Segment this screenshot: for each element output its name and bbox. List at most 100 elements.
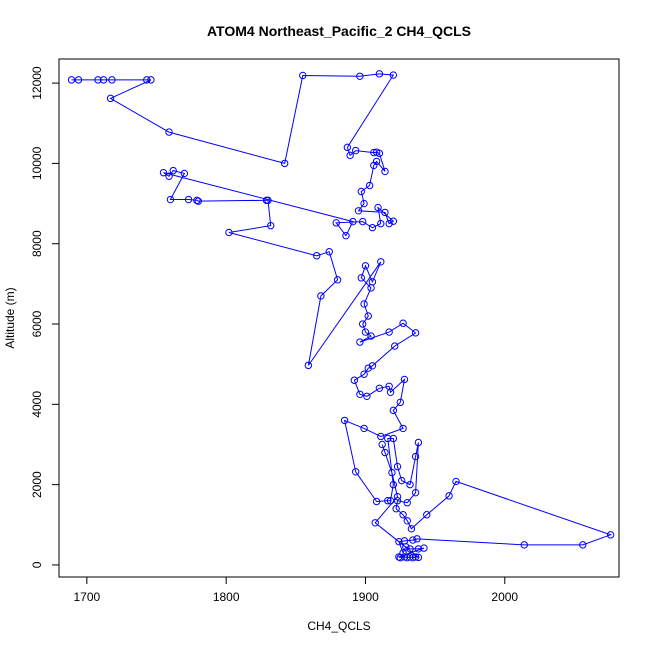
y-axis: 0 2000 4000 6000 8000 10000 12000 xyxy=(30,66,60,568)
data-point xyxy=(403,517,411,525)
data-point xyxy=(393,497,402,505)
data-point xyxy=(389,480,398,489)
data-point xyxy=(384,497,392,505)
data-point xyxy=(386,388,395,396)
data-point xyxy=(406,545,414,553)
data-point xyxy=(340,416,349,425)
data-point xyxy=(389,217,398,225)
data-point xyxy=(399,511,407,519)
data-point xyxy=(299,71,307,80)
data-point xyxy=(94,76,102,84)
data-point xyxy=(99,76,108,84)
data-point xyxy=(400,375,409,384)
data-point xyxy=(180,169,189,178)
data-point xyxy=(356,72,364,80)
data-point xyxy=(354,207,363,215)
data-point xyxy=(395,537,403,546)
series-line xyxy=(71,73,613,559)
y-tick-label: 8000 xyxy=(30,230,44,257)
data-point xyxy=(357,187,365,196)
data-point xyxy=(365,181,374,190)
data-point xyxy=(407,525,416,533)
data-point xyxy=(356,390,364,398)
data-point xyxy=(361,262,370,270)
y-axis-label: Altitude (m) xyxy=(3,287,17,348)
data-point xyxy=(381,448,389,457)
data-point xyxy=(368,223,377,232)
data-point xyxy=(333,276,342,284)
data-point xyxy=(352,146,360,155)
data-point xyxy=(280,159,289,168)
data-point xyxy=(147,76,155,84)
data-point xyxy=(414,438,423,447)
y-tick-label: 2000 xyxy=(30,471,44,498)
data-point xyxy=(304,361,313,370)
data-point xyxy=(169,166,177,175)
data-point xyxy=(363,392,371,401)
data-point xyxy=(374,203,382,212)
data-point xyxy=(423,511,431,519)
data-point xyxy=(386,497,395,505)
data-point xyxy=(395,553,403,561)
data-point xyxy=(313,252,321,260)
data-point xyxy=(396,398,404,407)
data-point xyxy=(325,248,333,256)
data-point xyxy=(370,148,378,157)
data-point xyxy=(352,468,360,476)
data-point xyxy=(606,531,615,539)
data-point xyxy=(166,195,175,204)
data-point xyxy=(194,197,203,205)
data-point xyxy=(389,71,398,79)
data-point xyxy=(375,149,384,158)
data-point xyxy=(165,172,173,180)
data-point xyxy=(225,228,233,237)
data-point xyxy=(193,196,201,205)
data-point xyxy=(445,492,453,500)
data-point xyxy=(377,432,385,441)
data-point xyxy=(403,499,411,507)
data-point xyxy=(108,76,116,84)
data-point xyxy=(406,480,414,489)
data-point xyxy=(378,440,386,449)
data-point xyxy=(414,545,423,553)
data-point xyxy=(420,544,428,552)
y-tick-label: 4000 xyxy=(30,391,44,418)
data-point xyxy=(396,554,404,562)
plot-frame xyxy=(58,58,620,578)
data-point xyxy=(413,535,421,543)
data-point xyxy=(332,219,340,227)
data-point xyxy=(106,94,115,103)
data-point xyxy=(381,208,389,217)
x-axis: 1700 1800 1900 2000 xyxy=(74,576,518,604)
data-point xyxy=(384,434,392,443)
data-point xyxy=(371,519,379,527)
data-point xyxy=(399,424,407,433)
x-tick-label: 2000 xyxy=(491,590,518,604)
data-point xyxy=(392,505,400,513)
data-point xyxy=(388,468,396,477)
data-point xyxy=(143,76,151,84)
data-point xyxy=(370,161,378,170)
data-point xyxy=(393,462,402,471)
data-point xyxy=(385,328,393,336)
data-point xyxy=(67,76,76,84)
data-point xyxy=(159,168,168,177)
data-point xyxy=(411,329,420,337)
data-point xyxy=(74,76,83,84)
data-point xyxy=(360,370,368,378)
data-point xyxy=(350,376,359,384)
data-point xyxy=(264,196,272,205)
data-point xyxy=(411,452,420,461)
data-point xyxy=(368,362,377,370)
x-tick-label: 1900 xyxy=(352,590,379,604)
y-tick-label: 12000 xyxy=(30,66,44,100)
x-tick-label: 1800 xyxy=(213,590,240,604)
data-point xyxy=(184,195,193,204)
data-point xyxy=(364,364,372,372)
data-point xyxy=(375,70,384,78)
data-point xyxy=(360,199,368,208)
data-point xyxy=(372,497,381,506)
data-point xyxy=(267,221,275,230)
y-tick-label: 6000 xyxy=(30,310,44,337)
